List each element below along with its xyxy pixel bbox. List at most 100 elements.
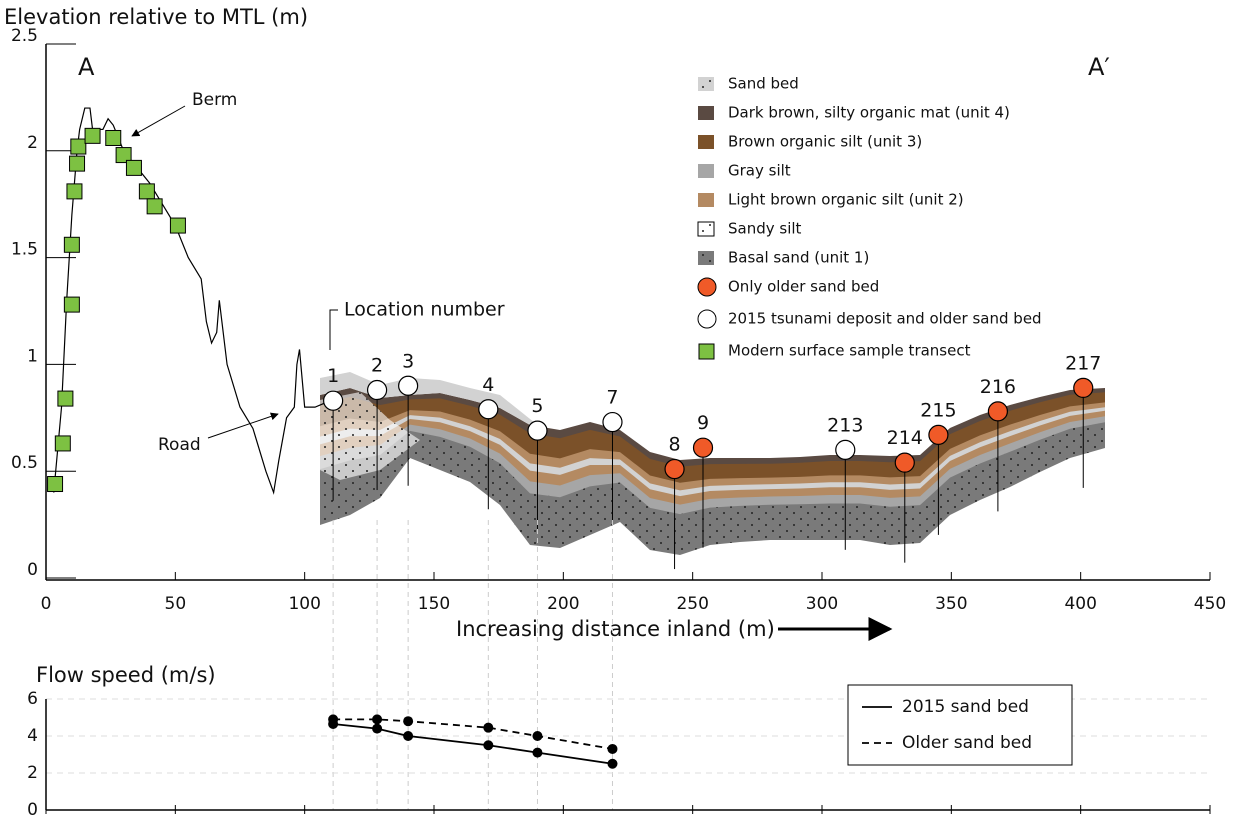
location-label: 8 [669, 434, 681, 456]
sandy-silt-dots [320, 392, 420, 480]
location-point [366, 379, 388, 401]
location-point [928, 424, 949, 445]
legend-marker [698, 343, 715, 360]
legend-marker [697, 309, 717, 329]
location-point [894, 452, 915, 473]
speed-point [532, 731, 543, 741]
speed-point [483, 722, 494, 733]
x-tick-label: 450 [1194, 594, 1226, 614]
x-tick-label: 400 [1064, 594, 1096, 614]
y-tick-label: 2 [27, 133, 38, 153]
speed-point [328, 714, 339, 725]
legend-label: Dark brown, silty organic mat (unit 4) [728, 104, 1010, 122]
y-tick-label: 4 [27, 726, 38, 746]
sample-point [146, 198, 163, 215]
location-label: 3 [402, 350, 414, 372]
legend-label: Basal sand (unit 1) [728, 249, 869, 267]
speed-line [333, 718, 613, 750]
speed-point [532, 747, 543, 758]
legend-label: Sandy silt [728, 220, 802, 238]
location-label: 216 [980, 376, 1016, 398]
legend-swatch [698, 193, 714, 207]
x-axis-label: Increasing distance inland (m) [456, 617, 775, 641]
legend-label: Sand bed [728, 75, 799, 93]
location-label: 215 [920, 399, 956, 421]
location-label: 4 [482, 374, 494, 396]
location-point [664, 458, 685, 480]
speed-point [607, 758, 618, 769]
berm-arrow [131, 105, 186, 137]
surface-profile [53, 107, 326, 495]
speed-line [333, 723, 613, 765]
stratigraphy [320, 372, 1105, 555]
location-label: 1 [327, 365, 339, 387]
speed-point [372, 723, 383, 734]
legend-label: Older sand bed [902, 733, 1032, 753]
speed-point [483, 740, 494, 751]
x-tick-label: 250 [676, 594, 708, 614]
y-tick-label: 0 [27, 800, 38, 816]
speed-point [403, 731, 414, 741]
legend-label: Only older sand bed [728, 278, 879, 296]
location-point [692, 437, 714, 458]
location-point [527, 420, 548, 441]
legend-swatch [698, 135, 714, 149]
location-point [398, 375, 419, 396]
location-label: 9 [697, 412, 709, 434]
x-tick-label: 100 [288, 594, 320, 614]
y-tick-label: 0 [27, 560, 38, 580]
location-label: 214 [887, 427, 923, 449]
location-label: 213 [827, 414, 863, 436]
sample-point [54, 435, 71, 452]
location-label: 5 [531, 395, 543, 417]
sample-point [138, 183, 155, 200]
sample-point [70, 138, 87, 155]
location-point [1073, 377, 1094, 398]
annotation: A′ [1088, 53, 1110, 81]
annotation: Location number [344, 299, 505, 321]
legend-label: 2015 sand bed [902, 697, 1029, 717]
sample-point [105, 129, 122, 146]
location-label: 2 [371, 355, 383, 377]
location-label: 217 [1065, 352, 1101, 374]
annotation: A [78, 53, 95, 81]
legend-label: Brown organic silt (unit 3) [728, 133, 922, 151]
y-axis-label: Flow speed (m/s) [36, 663, 216, 687]
y-tick-label: 2 [27, 763, 38, 783]
location-point [602, 411, 623, 433]
legend-label: Gray silt [728, 162, 791, 180]
sample-point [69, 155, 86, 172]
y-tick-label: 1.5 [11, 240, 38, 260]
location-label: 7 [606, 387, 618, 409]
location-point [478, 399, 499, 420]
y-tick-label: 1 [27, 346, 38, 366]
speed-point [607, 743, 618, 754]
sample-point [47, 476, 64, 493]
annotation: Road [158, 435, 201, 455]
x-tick-label: 150 [418, 594, 450, 614]
annotation: Berm [192, 90, 237, 110]
sample-point [66, 183, 83, 200]
legend-dots [698, 222, 714, 236]
sample-point [169, 217, 186, 234]
x-tick-label: 200 [547, 594, 579, 614]
light-brown-silt [320, 401, 1105, 505]
sample-point [63, 236, 80, 253]
legend-label: Light brown organic silt (unit 2) [728, 191, 964, 209]
speed-point [403, 716, 414, 727]
legend-swatch [698, 106, 714, 120]
sample-point [115, 147, 132, 164]
location-point [323, 390, 344, 411]
road-arrow [207, 412, 279, 439]
legend-label: 2015 tsunami deposit and older sand bed [728, 310, 1042, 328]
legend-dots [698, 77, 714, 91]
sample-point [125, 159, 142, 176]
legend-swatch [698, 164, 714, 178]
legend-marker [697, 277, 717, 297]
x-tick-label: 0 [41, 594, 52, 614]
sample-point [57, 390, 74, 407]
x-tick-label: 50 [165, 594, 187, 614]
x-tick-label: 350 [935, 594, 967, 614]
location-bracket [329, 309, 338, 350]
